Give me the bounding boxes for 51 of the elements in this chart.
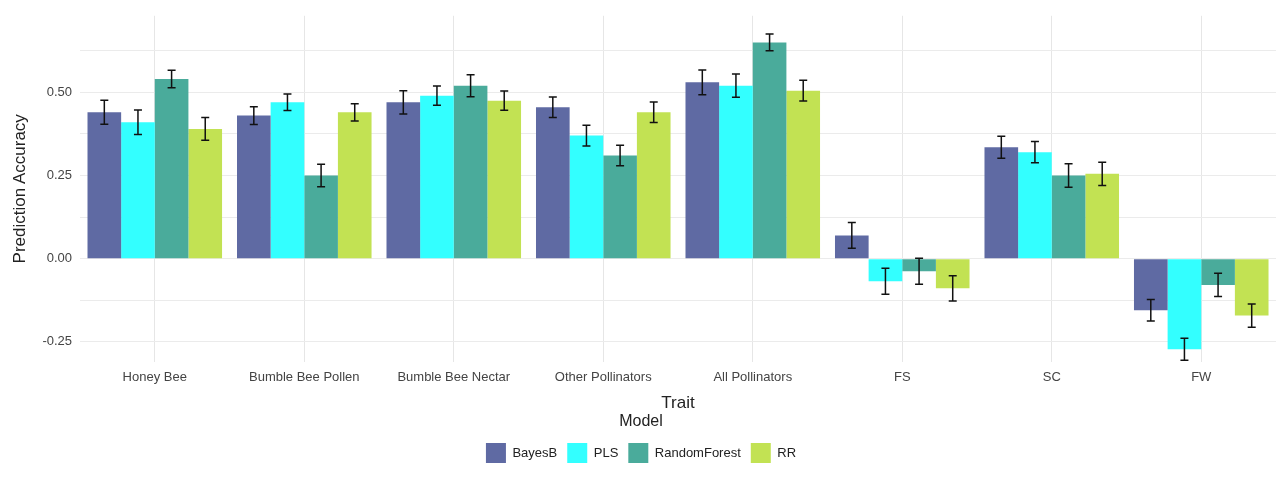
bar xyxy=(902,259,936,272)
x-tick-label: SC xyxy=(1042,369,1061,385)
bar xyxy=(154,79,189,259)
bar xyxy=(87,112,122,259)
bar xyxy=(237,115,271,259)
bar xyxy=(304,175,338,259)
bar xyxy=(569,135,604,259)
legend-label: RandomForest xyxy=(654,444,742,460)
bar xyxy=(1051,175,1086,259)
bar xyxy=(487,100,522,259)
y-tick-label: 0.00 xyxy=(46,250,73,266)
bar xyxy=(188,128,223,259)
x-tick-label: Bumble Bee Nectar xyxy=(397,369,511,385)
bar xyxy=(786,90,821,259)
bar xyxy=(386,102,421,259)
legend-label: RR xyxy=(777,444,797,460)
bar xyxy=(535,107,570,259)
bar xyxy=(1167,259,1202,350)
bar xyxy=(685,82,720,259)
x-tick-label: Other Pollinators xyxy=(554,369,653,385)
x-tick-label: FW xyxy=(1191,369,1213,385)
bar xyxy=(719,85,753,259)
x-tick-label: All Pollinators xyxy=(713,369,793,385)
bar xyxy=(752,42,787,259)
bar xyxy=(868,259,903,282)
y-tick-label: -0.25 xyxy=(42,333,73,349)
x-tick-label: FS xyxy=(893,369,911,385)
bar xyxy=(834,235,869,259)
bar xyxy=(935,259,970,289)
x-tick-label: Honey Bee xyxy=(122,369,187,385)
bar xyxy=(420,95,454,259)
bar xyxy=(1018,152,1052,259)
bar xyxy=(636,112,671,259)
x-axis-title: Trait xyxy=(661,393,695,413)
y-axis-title: Prediction Accuracy xyxy=(9,113,29,264)
y-tick-label: 0.25 xyxy=(46,167,73,183)
bar xyxy=(984,147,1019,259)
bar xyxy=(270,102,305,259)
bar xyxy=(1201,259,1235,285)
bar xyxy=(1133,259,1168,311)
bar xyxy=(453,85,488,259)
y-tick-label: 0.50 xyxy=(46,83,73,99)
x-tick-label: Bumble Bee Pollen xyxy=(248,369,360,385)
legend-label: BayesB xyxy=(512,444,558,460)
legend-label: PLS xyxy=(593,444,619,460)
bar xyxy=(603,155,637,259)
legend-title: Model xyxy=(619,412,663,430)
bar xyxy=(337,112,372,259)
bar xyxy=(1234,259,1269,316)
bar xyxy=(121,122,155,259)
bar xyxy=(1085,173,1120,259)
